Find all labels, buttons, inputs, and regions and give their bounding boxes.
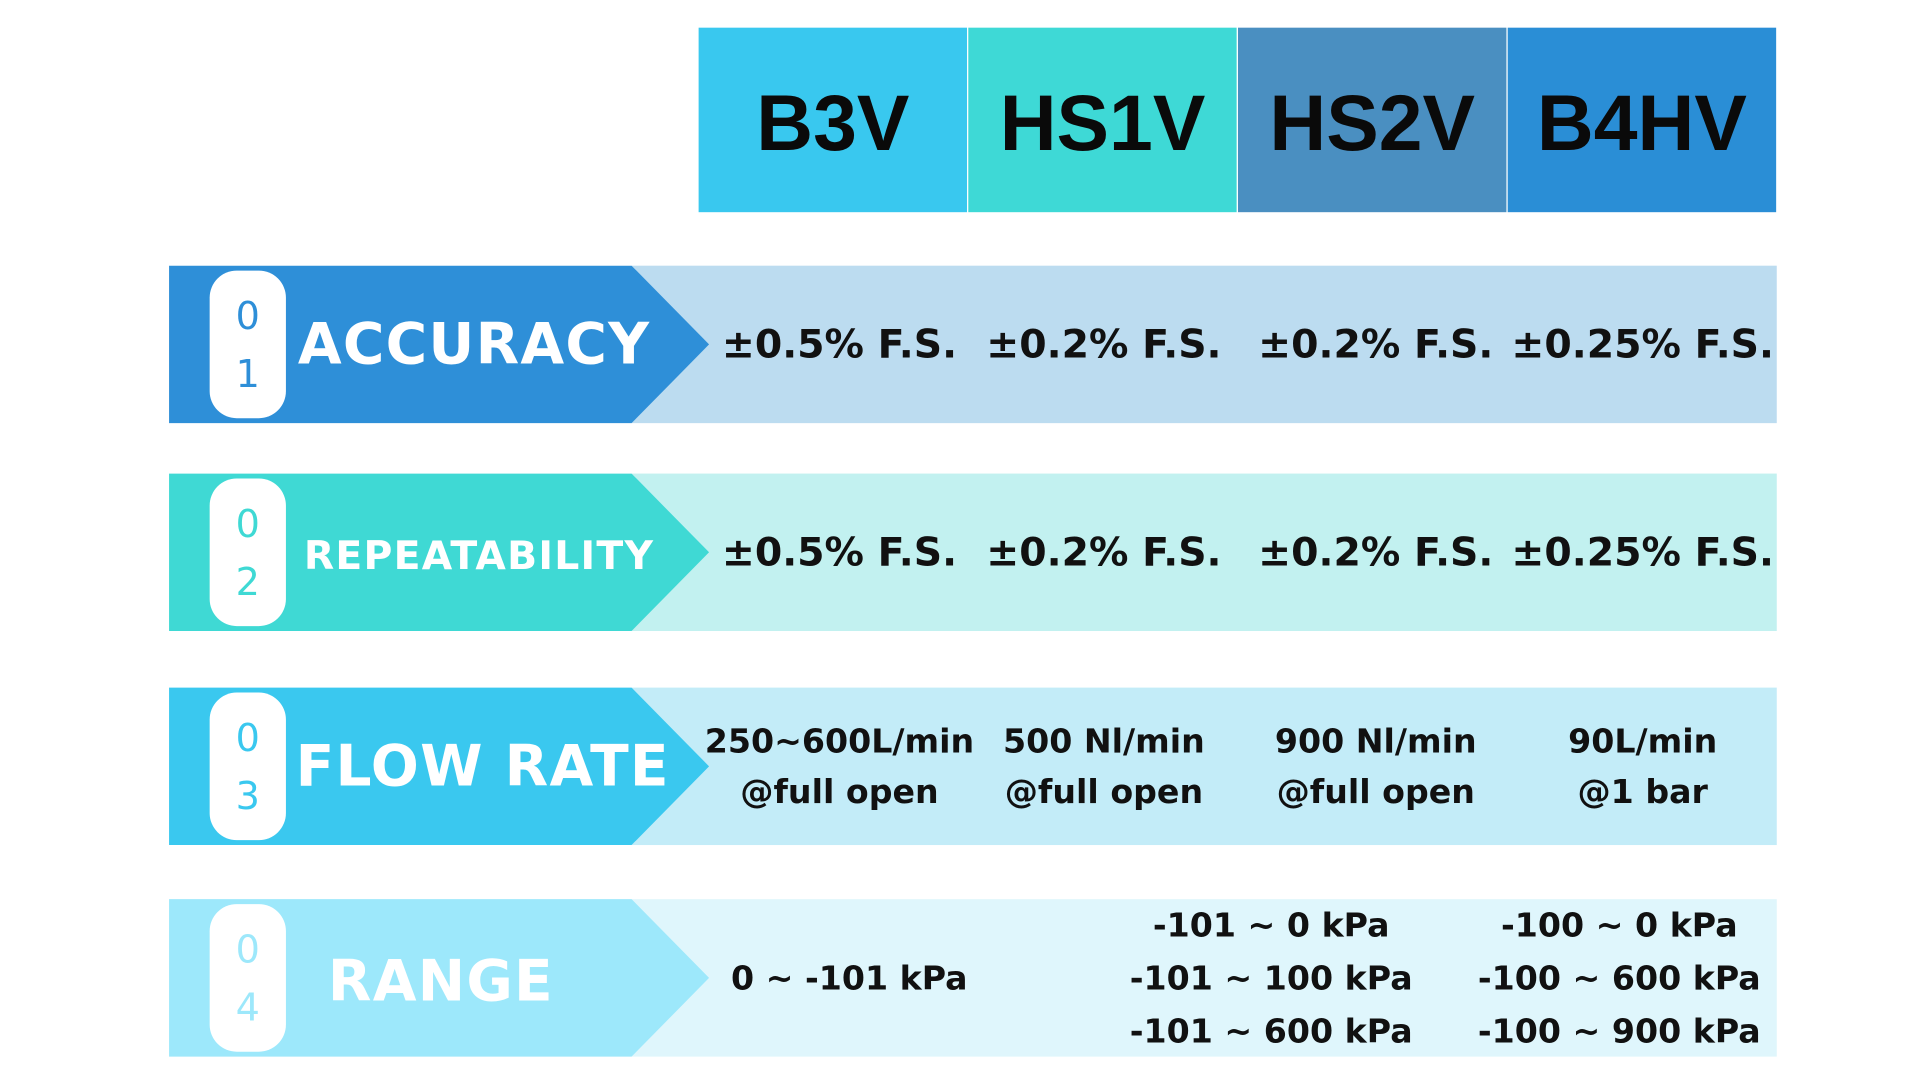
header-cell	[697, 26, 969, 214]
header-label: HS1V	[1000, 79, 1206, 167]
number-pill	[209, 270, 286, 419]
cell-value: @full open	[740, 772, 938, 811]
cell-value: 500 Nl/min	[1003, 722, 1205, 761]
row-label-arrow	[169, 265, 710, 424]
row-label: REPEATABILITY	[304, 533, 654, 579]
cell-value: 250~600L/min	[705, 722, 974, 761]
cell-value: @full open	[1005, 772, 1203, 811]
row-label: RANGE	[328, 949, 554, 1015]
row-number: 3	[236, 774, 260, 818]
row-number: 0	[236, 294, 260, 338]
number-pill	[209, 904, 286, 1052]
cell-value: ±0.5% F.S.	[722, 529, 957, 575]
header-label: B3V	[756, 79, 909, 167]
cell-value: @1 bar	[1577, 772, 1708, 811]
row-label-arrow	[169, 899, 710, 1057]
row-body	[631, 687, 1777, 846]
number-pill	[209, 478, 286, 627]
row-number: 1	[236, 352, 260, 396]
header-cell	[967, 26, 1238, 214]
cell-value: -101 ~ 600 kPa	[1130, 1011, 1413, 1050]
row-label: FLOW RATE	[296, 733, 670, 799]
cell-value: -100 ~ 0 kPa	[1501, 906, 1738, 945]
cell-value: -101 ~ 0 kPa	[1153, 906, 1390, 945]
row-label: ACCURACY	[298, 311, 650, 377]
cell-value: ±0.2% F.S.	[1258, 529, 1493, 575]
cell-value: ±0.25% F.S.	[1511, 321, 1774, 367]
row-number: 4	[236, 985, 260, 1029]
header-label: B4HV	[1537, 79, 1747, 167]
cell-value: ±0.5% F.S.	[722, 321, 957, 367]
cell-value: -100 ~ 600 kPa	[1478, 958, 1761, 997]
row-label-arrow	[169, 473, 710, 632]
cell-value: ±0.2% F.S.	[1258, 321, 1493, 367]
row-number: 0	[236, 928, 260, 972]
cell-value: 90L/min	[1568, 722, 1717, 761]
cell-value: 900 Nl/min	[1275, 722, 1477, 761]
cell-value: -101 ~ 100 kPa	[1130, 958, 1413, 997]
row-label-arrow	[169, 687, 710, 846]
header-label: HS2V	[1269, 79, 1475, 167]
row-body	[631, 899, 1777, 1057]
row-number: 0	[236, 502, 260, 546]
row-number: 2	[236, 560, 260, 604]
cell-value: 0 ~ -101 kPa	[731, 958, 968, 997]
cell-value: -100 ~ 900 kPa	[1478, 1011, 1761, 1050]
row-body	[631, 473, 1777, 632]
cell-value: @full open	[1277, 772, 1475, 811]
cell-value: ±0.25% F.S.	[1511, 529, 1774, 575]
row-number: 0	[236, 716, 260, 760]
cell-value: ±0.2% F.S.	[986, 321, 1221, 367]
row-body	[631, 265, 1777, 424]
cell-value: ±0.2% F.S.	[986, 529, 1221, 575]
header-cell	[1236, 26, 1508, 214]
header-cell	[1506, 26, 1778, 214]
number-pill	[209, 692, 286, 841]
